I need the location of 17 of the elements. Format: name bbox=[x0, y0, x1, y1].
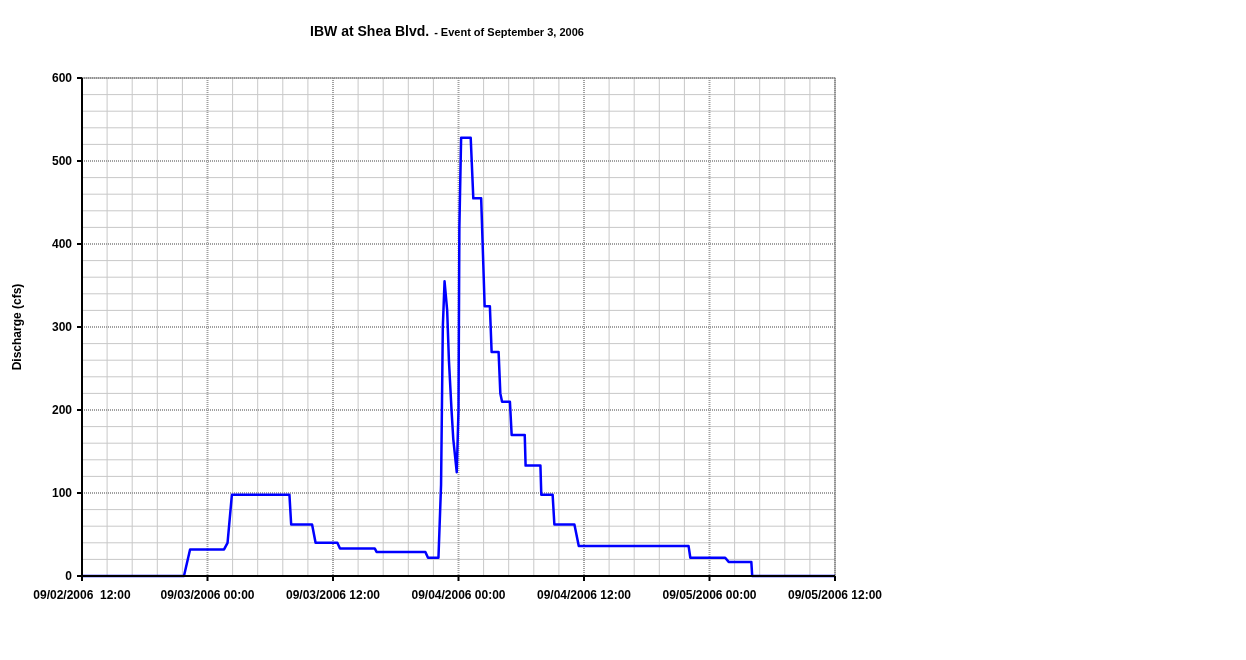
y-tick-label: 400 bbox=[51, 237, 73, 251]
y-tick-label: 600 bbox=[51, 71, 73, 85]
chart-title: IBW at Shea Blvd. bbox=[310, 23, 430, 39]
y-axis-title: Discharge (cfs) bbox=[10, 283, 24, 371]
x-tick-label: 09/03/2006 12:00 bbox=[285, 588, 381, 602]
y-tick-label: 500 bbox=[51, 154, 73, 168]
y-tick-label: 300 bbox=[51, 320, 73, 334]
x-tick-label: 09/04/2006 00:00 bbox=[411, 588, 506, 602]
x-tick-label: 09/05/2006 00:00 bbox=[662, 588, 757, 602]
x-tick-label: 09/04/2006 12:00 bbox=[536, 588, 632, 602]
y-tick-label: 100 bbox=[51, 486, 73, 500]
x-tick-label: 09/02/2006 12:00 bbox=[33, 588, 132, 602]
chart-subtitle: - Event of September 3, 2006 bbox=[434, 26, 584, 38]
x-tick-label: 09/03/2006 00:00 bbox=[160, 588, 255, 602]
y-tick-label: 200 bbox=[51, 403, 73, 417]
y-tick-label: 0 bbox=[65, 569, 73, 583]
x-tick-label: 09/05/2006 12:00 bbox=[787, 588, 883, 602]
